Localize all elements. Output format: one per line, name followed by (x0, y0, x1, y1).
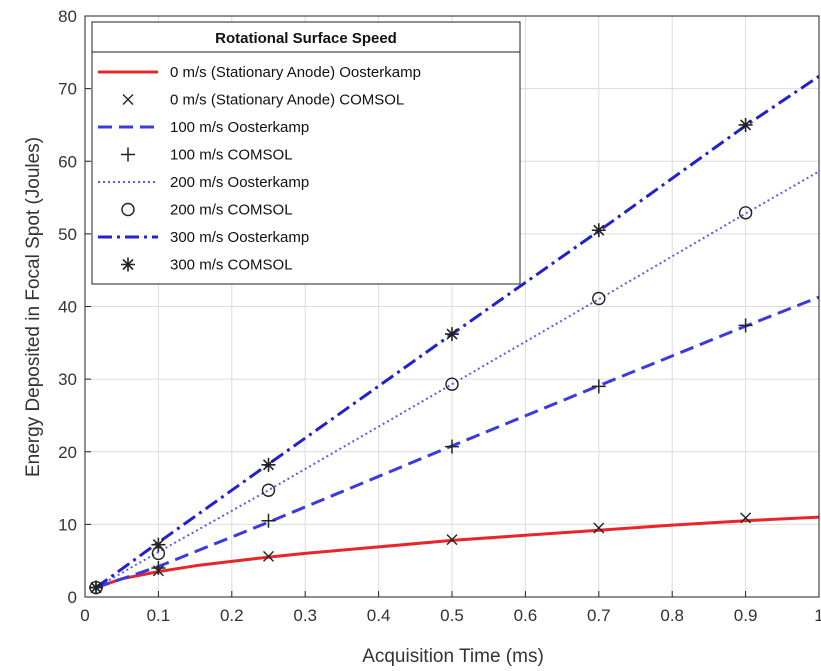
data-point-7-2 (261, 457, 276, 472)
x-tick-label: 0.5 (440, 606, 464, 625)
data-point-5-5 (738, 206, 753, 220)
legend-box (91, 21, 521, 285)
data-point-5-3 (445, 377, 459, 391)
y-tick-label: 80 (58, 7, 77, 26)
legend-item: 200 m/s COMSOL (121, 202, 293, 219)
data-point-7-3 (445, 327, 459, 342)
data-point-5-2 (261, 483, 276, 497)
data-point-7-5 (738, 117, 753, 132)
x-tick-label: 0.8 (660, 606, 684, 625)
legend-item: 200 m/s Oosterkamp (98, 174, 309, 191)
legend-label: 300 m/s COMSOL (170, 257, 293, 274)
legend: Rotational Surface Speed 0 m/s (Stationa… (91, 21, 521, 285)
legend-label: 300 m/s Oosterkamp (170, 229, 309, 246)
series-line-0 (95, 515, 820, 590)
legend-items: 0 m/s (Stationary Anode) Oosterkamp 0 m/s… (98, 64, 421, 274)
y-tick-label: 10 (58, 515, 77, 534)
x-tick-label: 0.3 (293, 606, 317, 625)
legend-item: 0 m/s (Stationary Anode) COMSOL (122, 92, 404, 109)
data-point-1-4 (593, 522, 605, 534)
legend-marker-swatch (121, 147, 135, 162)
data-point-5-4 (592, 291, 606, 306)
legend-item: 100 m/s Oosterkamp (98, 119, 309, 136)
y-axis-label: Energy Deposited in Focal Spot (Joules) (23, 137, 44, 477)
legend-item: 0 m/s (Stationary Anode) Oosterkamp (98, 64, 421, 81)
data-point-3-5 (738, 318, 753, 333)
y-tick-label: 50 (58, 225, 77, 244)
y-tick-label: 30 (58, 370, 77, 389)
x-tick-label: 0.9 (734, 606, 758, 625)
data-point-3-3 (445, 439, 459, 454)
legend-marker-swatch (121, 257, 135, 272)
legend-marker-swatch (122, 94, 134, 105)
y-axis-ticks: 0 10 20 30 40 50 60 70 80 (58, 7, 91, 607)
data-point-7-1 (151, 537, 166, 552)
plot-markers (89, 117, 753, 595)
x-tick-label: 0.1 (147, 606, 171, 625)
y-tick-label: 70 (58, 80, 77, 99)
data-point-7-0 (89, 580, 104, 595)
x-axis-label: Acquisition Time (ms) (362, 646, 544, 667)
legend-item: 300 m/s COMSOL (121, 257, 293, 274)
x-tick-label: 0 (80, 606, 89, 625)
legend-item: 300 m/s Oosterkamp (98, 229, 309, 246)
legend-label: 100 m/s COMSOL (170, 147, 293, 164)
x-axis-ticks: 0 0.1 0.2 0.3 0.4 0.5 0.6 0.7 0.8 0.9 1 (80, 591, 821, 625)
x-tick-label: 0.2 (220, 606, 244, 625)
y-tick-label: 0 (68, 588, 77, 607)
legend-label: 0 m/s (Stationary Anode) COMSOL (170, 92, 404, 109)
data-point-3-4 (591, 379, 606, 394)
x-tick-label: 0.4 (367, 606, 391, 625)
data-point-3-2 (261, 513, 276, 528)
series-line-4 (95, 170, 820, 589)
y-tick-label: 40 (58, 298, 77, 317)
legend-label: 100 m/s Oosterkamp (170, 119, 309, 136)
legend-title: Rotational Surface Speed (215, 30, 397, 47)
data-point-3-1 (151, 560, 166, 575)
data-point-1-5 (740, 512, 752, 524)
data-point-1-3 (446, 534, 458, 546)
data-point-1-2 (263, 550, 274, 562)
legend-item: 100 m/s COMSOL (121, 147, 293, 164)
y-tick-label: 20 (58, 443, 77, 462)
x-tick-label: 0.7 (587, 606, 611, 625)
legend-marker-swatch (121, 202, 135, 217)
data-point-7-4 (591, 223, 606, 238)
legend-label: 200 m/s COMSOL (170, 202, 293, 219)
x-tick-label: 0.6 (514, 606, 538, 625)
x-tick-label: 1 (814, 606, 821, 625)
legend-label: 0 m/s (Stationary Anode) Oosterkamp (170, 64, 421, 81)
y-tick-label: 60 (58, 152, 77, 171)
legend-label: 200 m/s Oosterkamp (170, 174, 309, 191)
